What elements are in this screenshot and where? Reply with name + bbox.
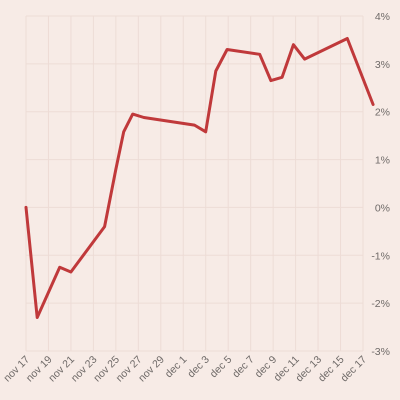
y-tick-label: 2%	[375, 107, 390, 119]
series-layer	[24, 37, 375, 319]
y-tick-label: 1%	[375, 155, 390, 167]
y-axis-ticks: 4% 3% 2% 1% 0% -1% -2% -3%	[371, 11, 390, 358]
y-tick-label: 3%	[375, 59, 390, 71]
y-tick-label: -2%	[371, 298, 390, 310]
y-tick-label: 4%	[375, 11, 390, 23]
y-tick-label: -1%	[371, 250, 390, 262]
series-line	[24, 37, 375, 319]
x-tick-label: nov 29	[136, 354, 167, 385]
x-tick-label: dec 17	[338, 354, 369, 385]
x-tick-label: dec 7	[230, 354, 257, 381]
x-tick-label: dec 5	[208, 354, 235, 381]
x-tick-label: dec 1	[163, 354, 190, 381]
vertical-grid	[25, 16, 364, 351]
y-tick-label: -3%	[371, 346, 390, 358]
horizontal-grid	[26, 15, 363, 352]
x-tick-label: dec 3	[185, 354, 212, 381]
y-tick-label: 0%	[375, 202, 390, 214]
